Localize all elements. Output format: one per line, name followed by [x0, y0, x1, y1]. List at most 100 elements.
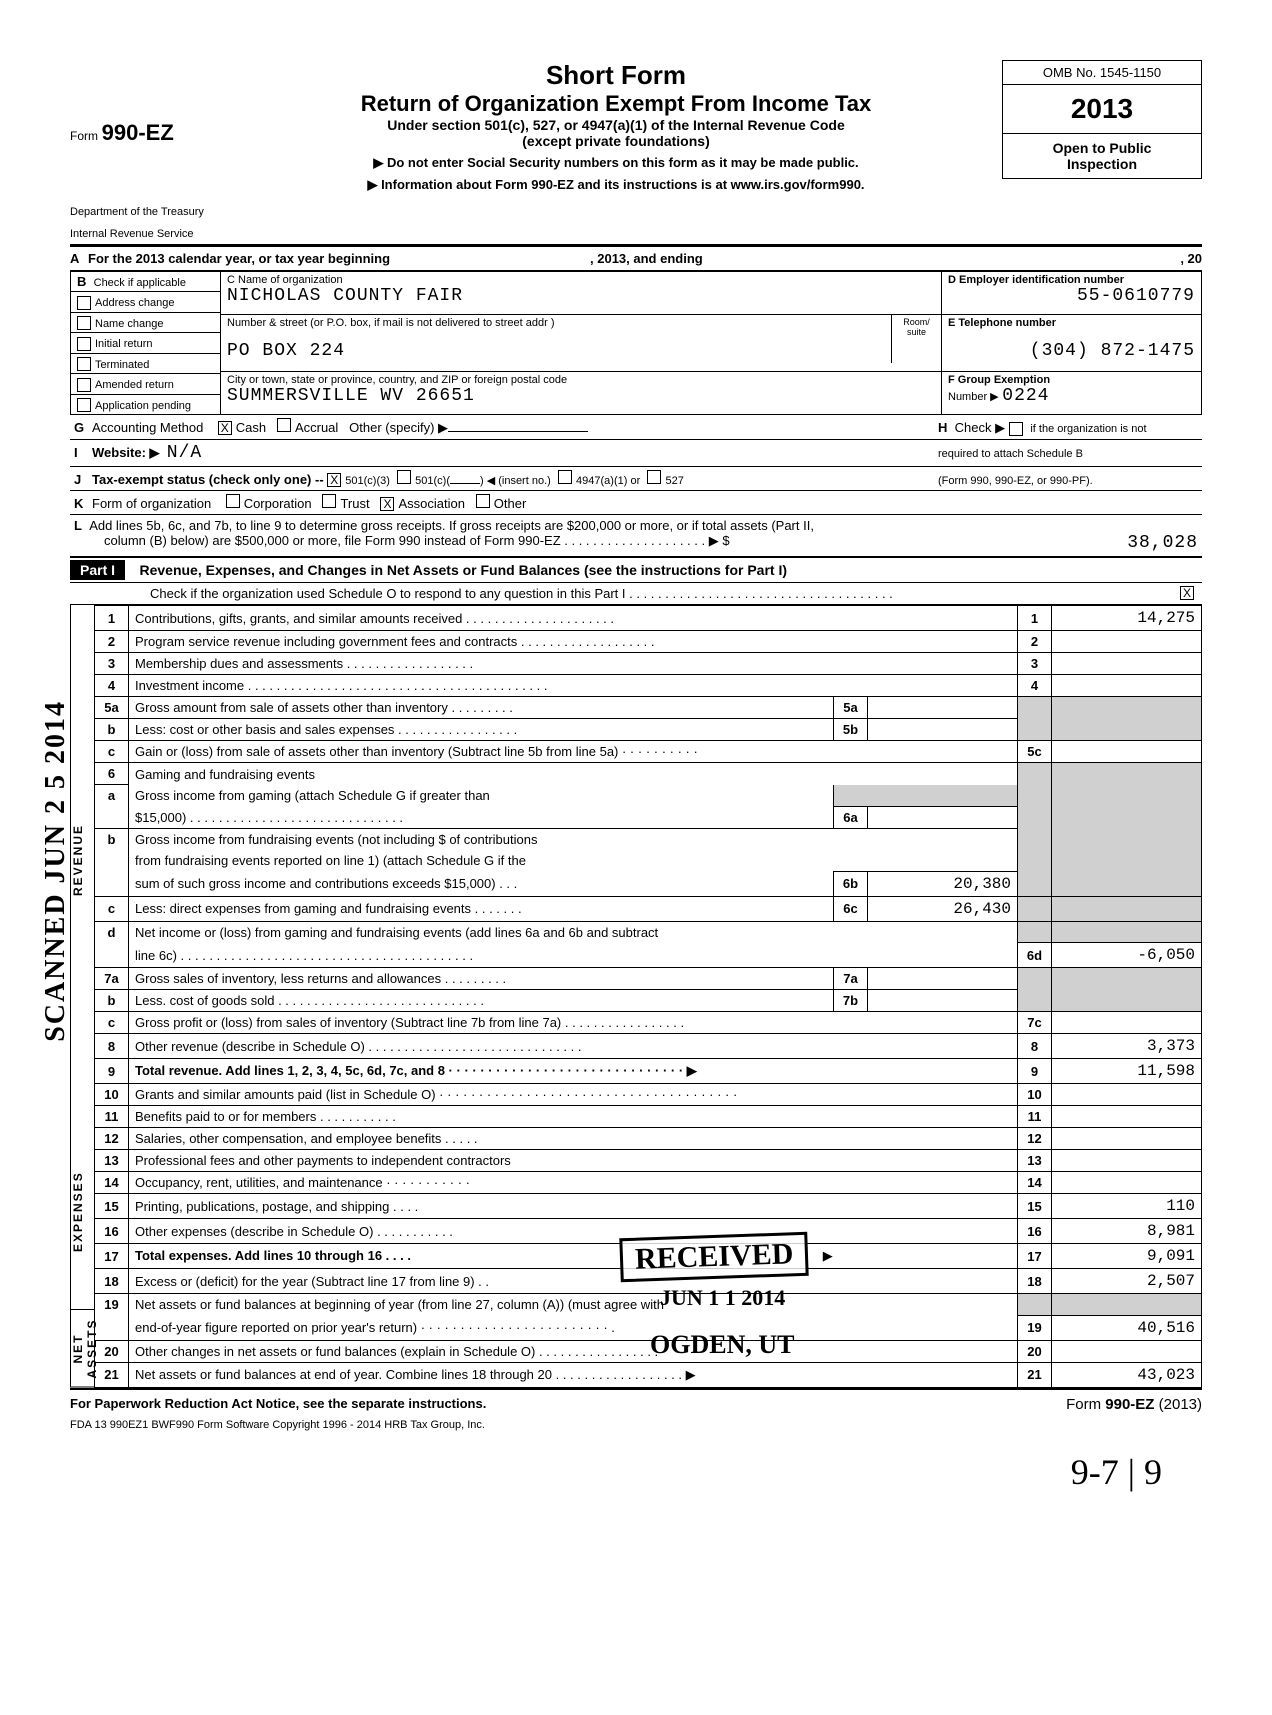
ln5a-box: 5a [834, 697, 868, 719]
ln4-rn: 4 [1018, 675, 1052, 697]
ln14-num: 14 [95, 1172, 129, 1194]
stamp-scanned: SCANNED JUN 2 5 2014 [40, 700, 72, 1042]
K-corp: Corporation [244, 496, 312, 511]
H-text1: if the organization is not [1030, 423, 1146, 435]
B-item-5: Application pending [95, 400, 191, 412]
E-label: E Telephone number [948, 317, 1056, 329]
ln21-amt: 43,023 [1052, 1362, 1202, 1387]
org-address: PO BOX 224 [227, 341, 885, 361]
instruction-2: ▶ Information about Form 990-EZ and its … [230, 177, 1002, 193]
ln9-num: 9 [95, 1059, 129, 1084]
ln4-amt [1052, 675, 1202, 697]
signature-mark: 9-7 | 9 [70, 1451, 1202, 1493]
ln8-amt: 3,373 [1052, 1034, 1202, 1059]
line-A-text2: , 2013, and ending [590, 251, 703, 266]
chk-address-change[interactable] [77, 296, 91, 310]
ein-value: 55-0610779 [948, 286, 1195, 306]
ln16-num: 16 [95, 1219, 129, 1244]
chk-pending[interactable] [77, 398, 91, 412]
ln19-amt: 40,516 [1052, 1315, 1202, 1340]
label-L: L [74, 518, 82, 533]
ln6-num: 6 [95, 763, 129, 785]
ln11-text: Benefits paid to or for members . . . . … [129, 1106, 1018, 1128]
ln6b-num: b [95, 828, 129, 850]
ln5b-val [868, 719, 1018, 741]
chk-501c3[interactable]: X [327, 473, 341, 487]
F-label2: Number ▶ [948, 391, 999, 403]
ln7b-text: Less. cost of goods sold . . . . . . . .… [129, 990, 834, 1012]
ln6c-num: c [95, 896, 129, 921]
G-label: Accounting Method [92, 420, 203, 435]
group-exemption-value: 0224 [1002, 386, 1049, 406]
line-A-text3: , 20 [1180, 251, 1202, 266]
ln12-text: Salaries, other compensation, and employ… [129, 1128, 1018, 1150]
ln1-text: Contributions, gifts, grants, and simila… [129, 606, 1018, 631]
K-assoc: Association [398, 496, 464, 511]
ln15-rn: 15 [1018, 1194, 1052, 1219]
ln5b-text: Less: cost or other basis and sales expe… [129, 719, 834, 741]
chk-corp[interactable] [226, 494, 240, 508]
ln18-amt: 2,507 [1052, 1269, 1202, 1294]
open-public-2: Inspection [1067, 156, 1137, 172]
chk-amended[interactable] [77, 378, 91, 392]
ln15-text: Printing, publications, postage, and shi… [129, 1194, 1018, 1219]
title-under: Under section 501(c), 527, or 4947(a)(1)… [230, 117, 1002, 133]
L-text1: Add lines 5b, 6c, and 7b, to line 9 to d… [89, 518, 814, 533]
chk-other-org[interactable] [476, 494, 490, 508]
ln18-rn: 18 [1018, 1269, 1052, 1294]
ln6d-rn: 6d [1018, 943, 1052, 968]
ln12-num: 12 [95, 1128, 129, 1150]
chk-terminated[interactable] [77, 357, 91, 371]
chk-527[interactable] [647, 470, 661, 484]
chk-schedule-o[interactable]: X [1180, 586, 1194, 600]
ln5a-val [868, 697, 1018, 719]
ln15-num: 15 [95, 1194, 129, 1219]
chk-H[interactable] [1009, 422, 1023, 436]
ln13-amt [1052, 1150, 1202, 1172]
ln14-rn: 14 [1018, 1172, 1052, 1194]
ln20-rn: 20 [1018, 1340, 1052, 1362]
ln16-rn: 16 [1018, 1219, 1052, 1244]
footer-left: For Paperwork Reduction Act Notice, see … [70, 1396, 486, 1413]
chk-501c[interactable] [397, 470, 411, 484]
ln1-num: 1 [95, 606, 129, 631]
ln6b-text: Gross income from fundraising events (no… [129, 828, 1018, 850]
side-expenses: EXPENSES [70, 1115, 94, 1310]
ln6b-text2: from fundraising events reported on line… [129, 850, 1018, 872]
ln6d-num: d [95, 921, 129, 943]
ln6d-text: Net income or (loss) from gaming and fun… [129, 921, 1018, 943]
J-501c: 501(c)( [415, 475, 450, 487]
ln11-amt [1052, 1106, 1202, 1128]
B-item-4: Amended return [95, 379, 174, 391]
form-label: Form [70, 129, 98, 143]
ln10-text: Grants and similar amounts paid (list in… [129, 1084, 1018, 1106]
ln6d-amt: -6,050 [1052, 943, 1202, 968]
ln3-rn: 3 [1018, 653, 1052, 675]
label-K: K [74, 496, 92, 511]
ln7c-num: c [95, 1012, 129, 1034]
telephone-value: (304) 872-1475 [948, 341, 1195, 361]
chk-accrual[interactable] [277, 418, 291, 432]
ln12-amt [1052, 1128, 1202, 1150]
ln7c-text: Gross profit or (loss) from sales of inv… [129, 1012, 1018, 1034]
ln21-text: Net assets or fund balances at end of ye… [129, 1362, 1018, 1387]
chk-initial-return[interactable] [77, 337, 91, 351]
ln2-amt [1052, 631, 1202, 653]
dept-irs: Internal Revenue Service [70, 228, 230, 240]
B-item-1: Name change [95, 318, 164, 330]
chk-trust[interactable] [322, 494, 336, 508]
chk-4947[interactable] [558, 470, 572, 484]
chk-name-change[interactable] [77, 316, 91, 330]
chk-cash[interactable]: X [218, 421, 232, 435]
L-value: 38,028 [1127, 533, 1198, 553]
chk-assoc[interactable]: X [380, 497, 394, 511]
ln5a-num: 5a [95, 697, 129, 719]
B-item-2: Initial return [95, 338, 152, 350]
H-check: Check ▶ [955, 420, 1005, 435]
ln14-amt [1052, 1172, 1202, 1194]
ln8-num: 8 [95, 1034, 129, 1059]
form-year: 2013 [1002, 85, 1202, 133]
ln19-rn: 19 [1018, 1315, 1052, 1340]
ln21-rn: 21 [1018, 1362, 1052, 1387]
K-label: Form of organization [92, 496, 211, 511]
